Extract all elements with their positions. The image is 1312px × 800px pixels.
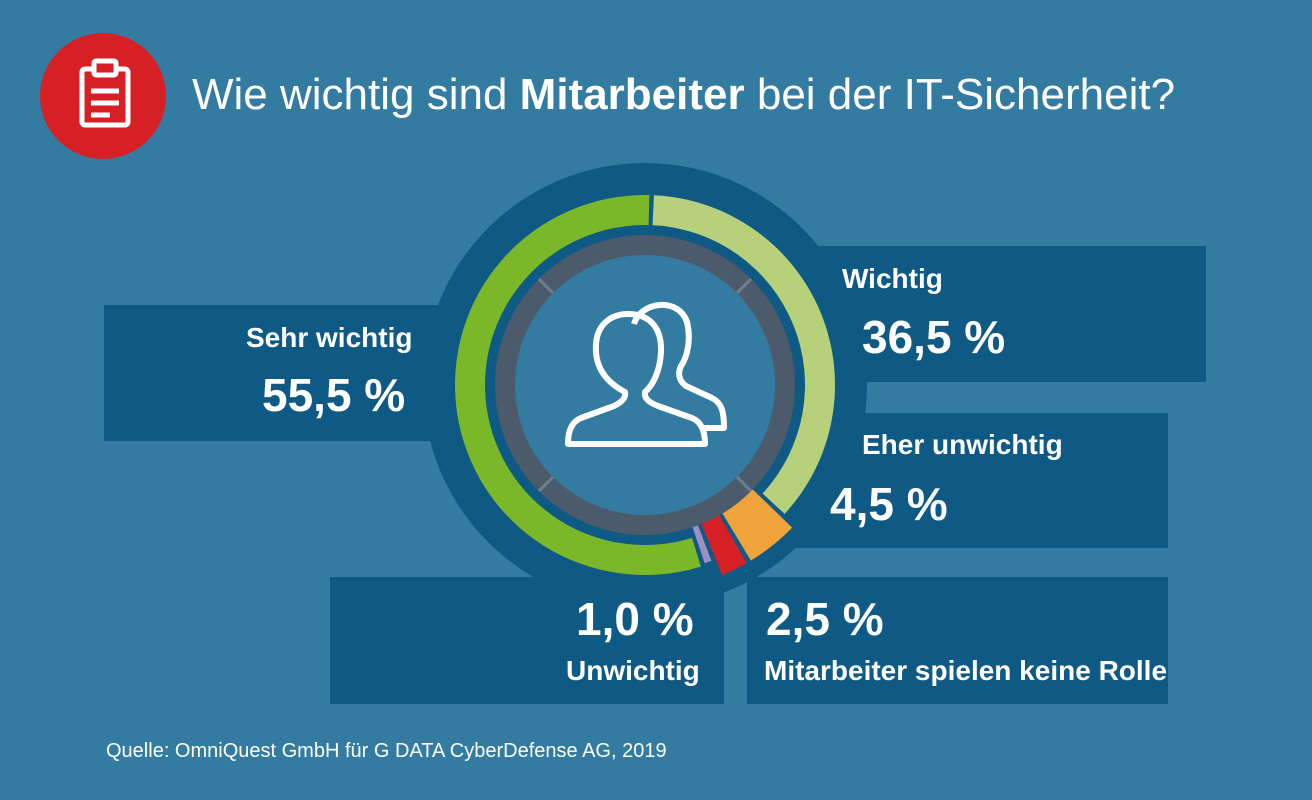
label-wichtig-value: 36,5 % [862, 311, 1006, 363]
slice-wichtig [652, 195, 836, 514]
ring-tick-2 [735, 475, 753, 493]
title-prefix: Wie wichtig sind [192, 70, 520, 119]
label-unwichtig-name: Unwichtig [566, 655, 700, 686]
label-eher-unwichtig-value: 4,5 % [830, 478, 948, 530]
panel-keine-rolle [747, 577, 1168, 704]
clipboard-badge [40, 33, 166, 159]
label-eher-unwichtig-name: Eher unwichtig [862, 429, 1063, 460]
donut-slices [455, 194, 836, 575]
label-unwichtig-value: 1,0 % [576, 593, 694, 645]
slice-eher-unwichtig [722, 489, 793, 561]
label-keine-rolle-name: Mitarbeiter spielen keine Rolle [764, 655, 1168, 686]
title-suffix: bei der IT-Sicherheit? [744, 70, 1176, 119]
slice-unwichtig [692, 525, 712, 564]
label-sehr-wichtig-value: 55,5 % [262, 369, 406, 421]
users-icon [565, 302, 727, 447]
clipboard-icon [79, 58, 131, 128]
inner-ring-ticks [537, 277, 753, 493]
ring-tick-4 [537, 277, 555, 295]
source-note: Quelle: OmniQuest GmbH für G DATA CyberD… [106, 740, 667, 762]
label-keine-rolle-value: 2,5 % [766, 593, 884, 645]
title-bold: Mitarbeiter [519, 70, 745, 119]
ring-tick-1 [735, 277, 753, 295]
label-wichtig-name: Wichtig [842, 263, 943, 294]
page-title: Wie wichtig sind Mitarbeiter bei der IT-… [192, 70, 1175, 120]
center-disc [515, 255, 775, 515]
panel-sehr-wichtig [104, 305, 484, 441]
ring-tick-3 [537, 475, 555, 493]
slice-mitarbeiter-spielen-keine-rolle [701, 515, 747, 575]
label-sehr-wichtig-name: Sehr wichtig [246, 322, 413, 353]
